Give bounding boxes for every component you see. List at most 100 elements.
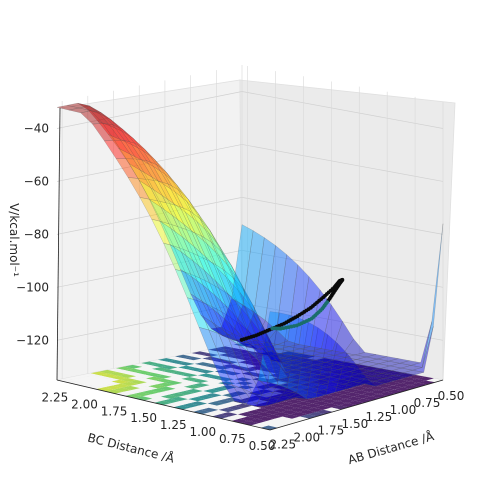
contour-cell — [178, 394, 197, 400]
surface-cell — [128, 163, 151, 189]
contour-cell — [258, 421, 277, 426]
surface-cell — [292, 389, 315, 396]
contour-cell — [275, 367, 293, 372]
contour-cell — [153, 374, 172, 379]
contour-cell — [383, 381, 401, 386]
contour-cell — [124, 364, 143, 369]
contour-cell — [227, 383, 245, 388]
contour-cell — [367, 385, 386, 390]
contour-cell — [385, 385, 403, 390]
contour-cell — [192, 354, 211, 359]
surface-cell — [244, 340, 267, 345]
contour-cell — [325, 359, 343, 364]
contour-cell — [293, 371, 312, 376]
surface-cell — [325, 359, 347, 365]
surface-cell — [311, 348, 333, 354]
contour-cell — [325, 388, 343, 393]
surface-cell — [92, 123, 115, 142]
contour-cell — [170, 371, 189, 376]
contour-cell — [285, 373, 303, 378]
contour-cell — [171, 375, 190, 379]
contour-cell — [120, 381, 139, 386]
contour-cell — [193, 386, 211, 392]
z-tick-label: −60 — [24, 174, 49, 188]
contour-cell — [243, 405, 262, 411]
surface-cell — [67, 102, 90, 109]
surface-cell — [166, 172, 189, 200]
contour-cell — [287, 381, 306, 386]
contour-cell — [237, 412, 256, 417]
contour-cell — [160, 394, 179, 399]
contour-cell — [330, 378, 349, 383]
surface-cell — [138, 179, 162, 208]
surface-cell — [103, 139, 127, 160]
surface-cell — [256, 337, 278, 380]
contour-cell — [91, 375, 110, 380]
surface-cell — [169, 203, 193, 232]
contour-cell — [228, 358, 247, 363]
contour-cell — [237, 360, 256, 365]
contour-cell — [251, 346, 270, 350]
contour-cell — [234, 403, 252, 408]
surface-cell — [291, 353, 313, 359]
contour-cell — [200, 353, 219, 357]
contour-cell — [373, 375, 391, 380]
contour-cell — [290, 412, 308, 417]
surface-cell — [87, 109, 111, 127]
surface-cell — [189, 210, 213, 243]
contour-cell — [274, 393, 293, 398]
contour-cell — [162, 372, 180, 377]
contour-cell — [177, 365, 196, 370]
contour-cell — [301, 369, 320, 374]
surface-cell — [241, 388, 265, 404]
contour-cell — [57, 378, 76, 383]
surface-cell — [247, 351, 271, 389]
contour-cell — [185, 388, 203, 393]
surface-cell — [388, 358, 410, 364]
contour-cell — [285, 399, 303, 404]
contour-cell — [281, 358, 299, 363]
contour-cell — [261, 348, 279, 352]
contour-cell — [107, 368, 126, 373]
surface-cell — [179, 268, 203, 302]
contour-cell — [250, 399, 268, 404]
surface-cell — [326, 364, 349, 370]
surface-cell — [205, 256, 228, 293]
contour-cell — [302, 399, 321, 404]
surface-cell — [255, 381, 278, 407]
surface-cell — [258, 351, 281, 357]
surface-cell — [281, 355, 303, 361]
surface-cell — [175, 191, 198, 222]
contour-cell — [236, 353, 254, 357]
contour-cell — [257, 367, 276, 372]
contour-cell — [125, 368, 144, 373]
contour-cell — [207, 375, 225, 380]
surface-cell — [253, 400, 276, 407]
surface-cell — [249, 318, 272, 361]
surface-cell — [251, 307, 274, 351]
surface-cell — [254, 317, 277, 361]
surface-cell — [354, 352, 377, 358]
z-axis-line — [56, 107, 61, 381]
surface-cell — [140, 170, 163, 196]
contour-cell — [327, 367, 345, 371]
surface-cell — [274, 387, 298, 404]
surface-cell — [339, 371, 361, 377]
contour-cell — [362, 370, 381, 375]
surface-cell — [208, 232, 231, 269]
contour-cell — [242, 401, 260, 406]
surface-cell — [318, 371, 340, 378]
surface-cell — [186, 201, 209, 233]
contour-cell — [174, 354, 193, 359]
surface-cell — [265, 329, 289, 345]
contour-cell — [280, 354, 298, 359]
contour-cell — [293, 397, 311, 402]
surface-cell — [298, 276, 321, 347]
surface-cell — [100, 112, 124, 130]
contour-cell — [305, 380, 323, 385]
contour-cell — [250, 373, 269, 378]
surface-cell — [239, 292, 262, 334]
contour-cell — [163, 376, 182, 381]
contour-cell — [263, 410, 281, 415]
surface-cell — [354, 377, 377, 387]
